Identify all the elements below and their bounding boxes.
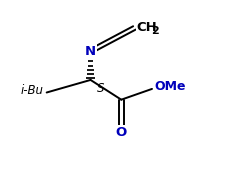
Text: N: N	[85, 45, 96, 58]
Text: i-Bu: i-Bu	[20, 84, 43, 97]
Text: 2: 2	[151, 26, 159, 36]
Text: OMe: OMe	[155, 80, 186, 93]
Text: CH: CH	[137, 21, 157, 33]
Text: S: S	[97, 82, 104, 95]
Text: O: O	[116, 126, 127, 139]
